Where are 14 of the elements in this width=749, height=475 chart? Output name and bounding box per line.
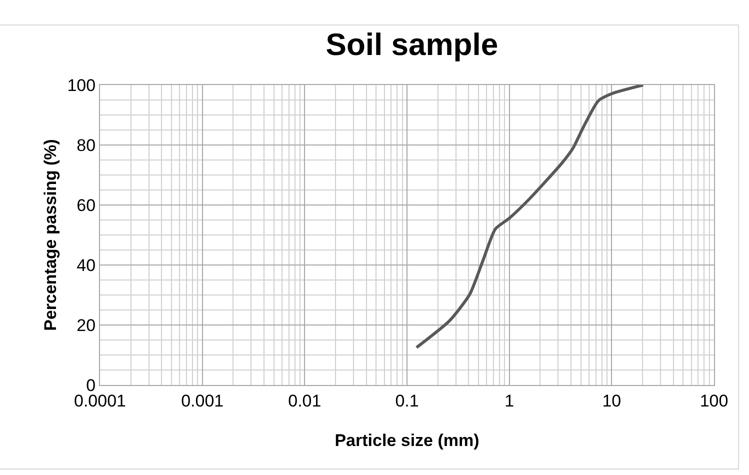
chart-title: Soil sample [326, 26, 498, 62]
x-tick-label: 100 [700, 391, 728, 410]
x-tick-label: 10 [602, 391, 622, 410]
y-tick-label: 40 [76, 256, 96, 275]
x-axis-title: Particle size (mm) [334, 431, 480, 450]
x-tick-label: 0.001 [181, 391, 224, 410]
y-axis-title: Percentage passing (%) [41, 139, 60, 331]
y-tick-label: 100 [67, 76, 96, 95]
y-tick-label: 20 [76, 316, 96, 335]
y-tick-label: 80 [76, 136, 96, 155]
x-tick-label: 1 [504, 391, 514, 410]
y-tick-label: 60 [76, 196, 96, 215]
x-tick-label: 0.01 [288, 391, 322, 410]
x-tick-label: 0.1 [395, 391, 419, 410]
